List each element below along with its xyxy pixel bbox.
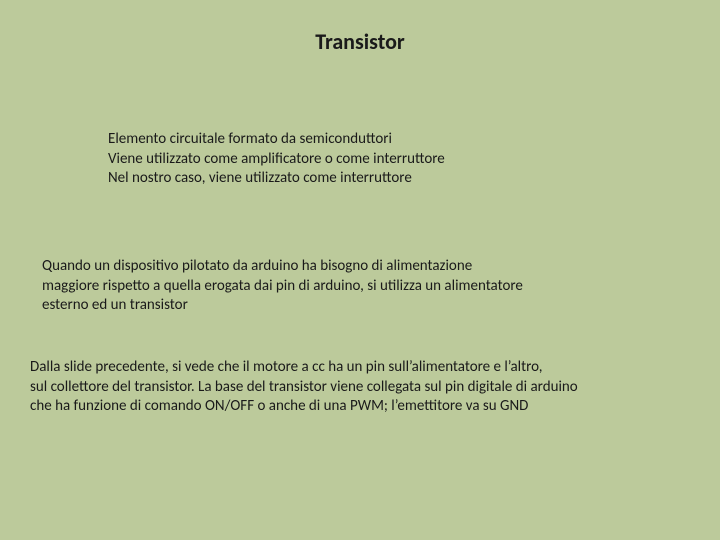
text-line: Dalla slide precedente, si vede che il m…: [30, 358, 700, 378]
text-block-3: Dalla slide precedente, si vede che il m…: [30, 358, 700, 417]
text-line: maggiore rispetto a quella erogata dai p…: [42, 277, 682, 297]
text-line: Viene utilizzato come amplificatore o co…: [108, 150, 668, 170]
text-line: Quando un dispositivo pilotato da arduin…: [42, 257, 682, 277]
text-line: che ha funzione di comando ON/OFF o anch…: [30, 397, 700, 417]
text-block-1: Elemento circuitale formato da semicondu…: [108, 130, 668, 189]
slide-title: Transistor: [0, 28, 720, 55]
text-line: sul collettore del transistor. La base d…: [30, 378, 700, 398]
text-block-2: Quando un dispositivo pilotato da arduin…: [42, 257, 682, 316]
text-line: Nel nostro caso, viene utilizzato come i…: [108, 169, 668, 189]
text-line: esterno ed un transistor: [42, 296, 682, 316]
slide: Transistor Elemento circuitale formato d…: [0, 0, 720, 540]
text-line: Elemento circuitale formato da semicondu…: [108, 130, 668, 150]
